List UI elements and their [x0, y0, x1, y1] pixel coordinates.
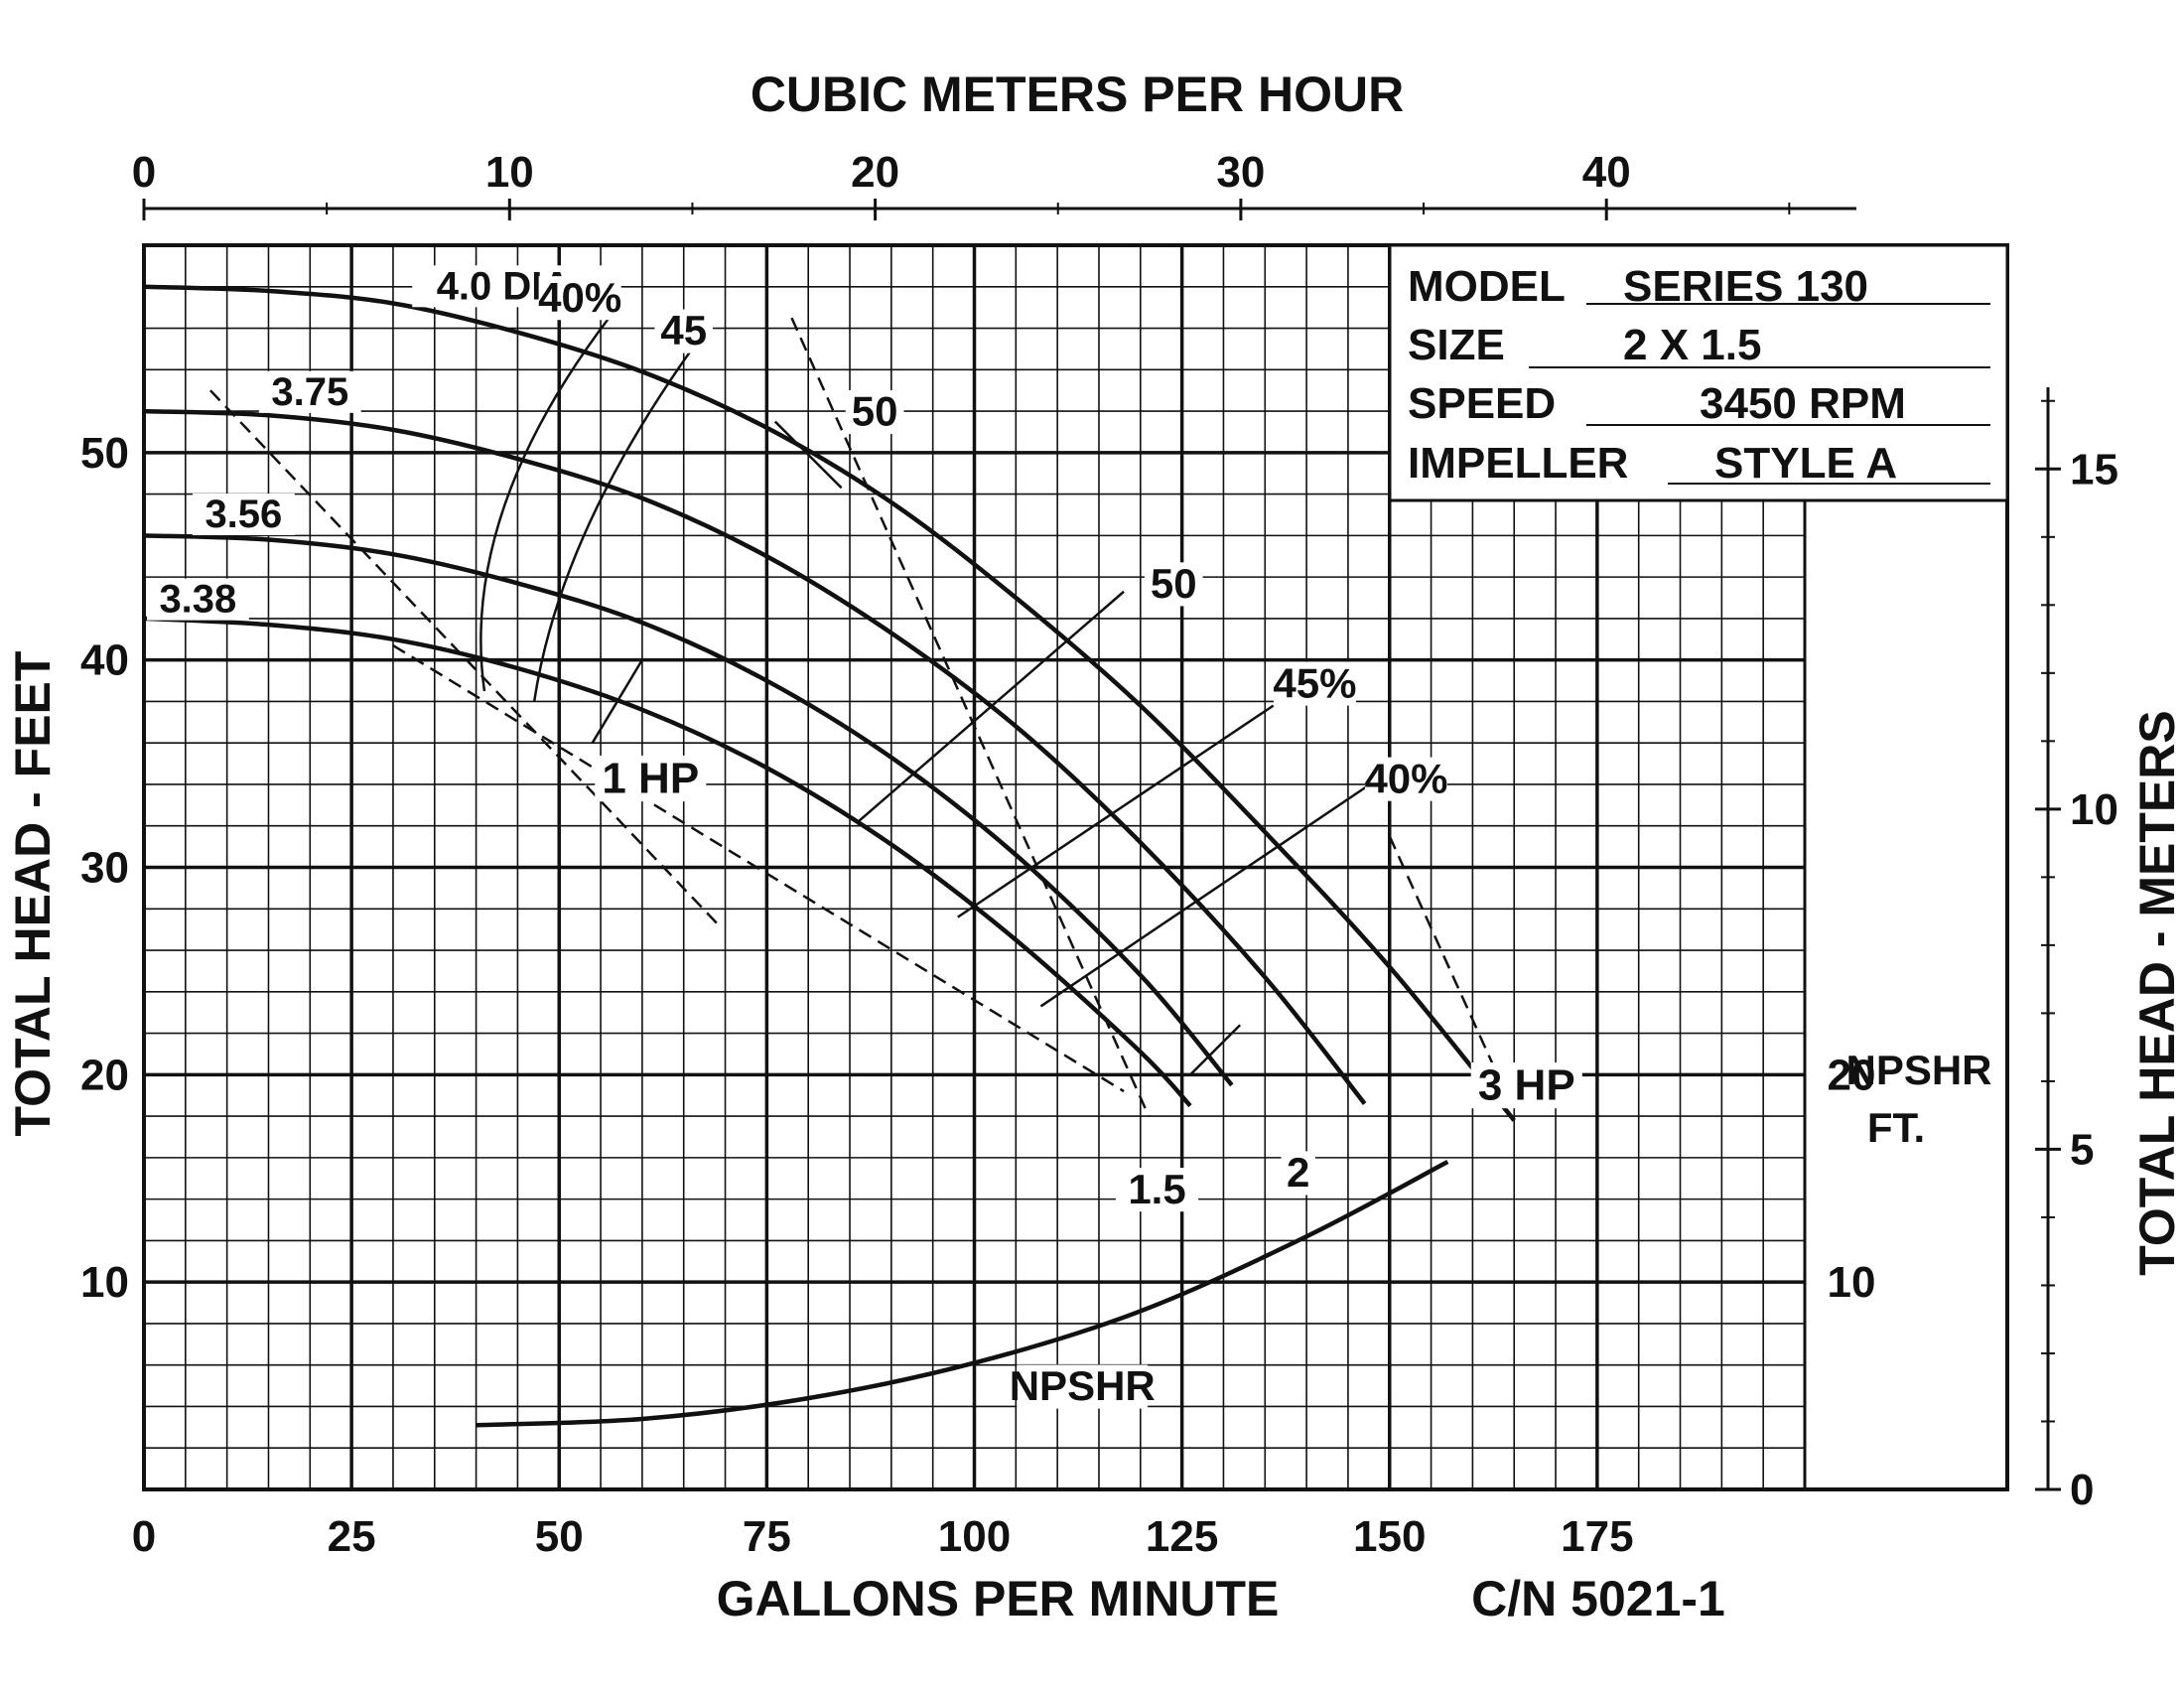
efficiency-40-arc [479, 317, 611, 692]
label-power-1hp-bg [595, 755, 707, 802]
label-dia-3-75-bg [258, 370, 361, 413]
power-1-dashed [209, 389, 719, 924]
label-power-3hp: 3 HP [1478, 1060, 1575, 1109]
label-power-1-5: 1.5 [1128, 1166, 1185, 1212]
model-label: MODEL [1408, 262, 1566, 311]
right-axis-label: TOTAL HEAD - METERS [2129, 710, 2184, 1275]
y-axis-ticks: 10 20 30 40 50 [80, 429, 129, 1307]
info-box: MODEL SERIES 130 SIZE 2 X 1.5 SPEED 3450… [1388, 243, 2009, 502]
label-npshr-curve-bg [1017, 1364, 1149, 1409]
label-eff-50-top-bg [845, 389, 904, 435]
label-power-3hp-bg [1470, 1061, 1582, 1109]
npsh-tick-label: 20 [1828, 1051, 1876, 1099]
efficiency-45-arc [532, 348, 694, 702]
label-eff-40pct-bg [1364, 757, 1448, 801]
x-tick-label: 150 [1353, 1512, 1426, 1561]
label-eff-45-top: 45 [660, 307, 707, 353]
top-tick-label: 40 [1582, 148, 1631, 197]
top-axis-label: CUBIC METERS PER HOUR [751, 67, 1404, 122]
catalog-number: C/N 5021-1 [1471, 1571, 1725, 1626]
right-axis-ticks: 0 5 10 15 [2035, 399, 2118, 1514]
x-axis-ticks: 0 25 50 75 100 125 150 175 [132, 1512, 1634, 1561]
top-tick-label: 10 [485, 148, 534, 197]
speed-value: 3450 RPM [1700, 379, 1906, 428]
label-eff-50-top: 50 [852, 388, 898, 435]
right-tick-label: 0 [2070, 1466, 2094, 1514]
label-eff-45pct-bg [1273, 661, 1357, 706]
y-tick-label: 30 [80, 844, 129, 893]
label-power-1hp: 1 HP [602, 754, 699, 802]
label-dia-3-38: 3.38 [159, 578, 236, 622]
x-tick-label: 175 [1561, 1512, 1633, 1561]
efficiency-40-line [1039, 780, 1374, 1008]
label-eff-45pct: 45% [1273, 659, 1356, 706]
npsh-axis-ticks: 10 20 [1828, 1051, 1876, 1307]
curve-impeller-1 [143, 408, 1367, 1105]
label-npshr-curve: NPSHR [1010, 1362, 1156, 1409]
right-tick-label: 5 [2070, 1125, 2094, 1174]
size-label: SIZE [1408, 321, 1505, 369]
top-axis-ticks: 0 10 20 30 40 [132, 148, 1791, 220]
curve-impeller-2 [143, 533, 1234, 1087]
x-tick-label: 100 [938, 1512, 1011, 1561]
label-power-2-bg [1281, 1151, 1315, 1196]
label-eff-50: 50 [1151, 560, 1197, 607]
label-eff-45-top-bg [654, 309, 714, 353]
npsh-axis-label-line2: FT. [1867, 1104, 1925, 1151]
x-tick-label: 75 [743, 1512, 791, 1561]
top-tick-label: 0 [132, 148, 156, 197]
npsh-tick-label: 10 [1828, 1258, 1876, 1307]
info-box-border [1388, 243, 2009, 502]
y-tick-label: 10 [80, 1258, 129, 1307]
label-eff-50-bg [1144, 562, 1203, 607]
curves-layer [143, 284, 1516, 1428]
efficiency-45-line [957, 704, 1275, 918]
power-1.5-dashed [392, 643, 1125, 1093]
label-eff-40-top-bg [538, 276, 621, 321]
y-tick-label: 20 [80, 1051, 129, 1099]
x-axis-label: GALLONS PER MINUTE [717, 1571, 1280, 1626]
top-tick-label: 20 [851, 148, 899, 197]
label-dia-3-38-bg [146, 578, 249, 621]
curve-impeller-0 [143, 284, 1516, 1122]
label-dia-3-75: 3.75 [271, 370, 348, 414]
label-dia-3-56: 3.56 [205, 493, 282, 536]
x-tick-label: 50 [535, 1512, 584, 1561]
x-tick-label: 0 [132, 1512, 156, 1561]
power-2-leader [1189, 1024, 1242, 1076]
efficiency-50-line [857, 590, 1125, 823]
npsh-axis-label-line1: NPSHR [1845, 1047, 1991, 1093]
y-tick-label: 40 [80, 636, 129, 685]
size-value: 2 X 1.5 [1623, 321, 1761, 369]
label-power-2: 2 [1287, 1149, 1309, 1196]
model-value: SERIES 130 [1623, 262, 1868, 311]
label-power-1-5-bg [1115, 1168, 1199, 1212]
efficiency-50-upper [773, 420, 843, 490]
iso-lines-layer [209, 317, 1499, 1117]
power-2-dashed [790, 317, 1151, 1117]
curve-impeller-3 [143, 616, 1192, 1108]
label-eff-40-top: 40% [538, 274, 621, 321]
y-axis-label: TOTAL HEAD - FEET [5, 651, 61, 1137]
label-dia-3-56-bg [192, 494, 295, 536]
label-eff-40pct: 40% [1364, 755, 1447, 801]
x-tick-label: 25 [328, 1512, 376, 1561]
right-tick-label: 10 [2070, 785, 2118, 834]
speed-label: SPEED [1408, 379, 1556, 428]
right-tick-label: 15 [2070, 445, 2118, 494]
y-tick-label: 50 [80, 429, 129, 478]
top-tick-label: 30 [1216, 148, 1265, 197]
curve-npshr [476, 1160, 1449, 1428]
power-1-leader [591, 659, 643, 744]
impeller-label: IMPELLER [1408, 439, 1628, 488]
impeller-value: STYLE A [1714, 439, 1897, 488]
x-tick-label: 125 [1146, 1512, 1218, 1561]
